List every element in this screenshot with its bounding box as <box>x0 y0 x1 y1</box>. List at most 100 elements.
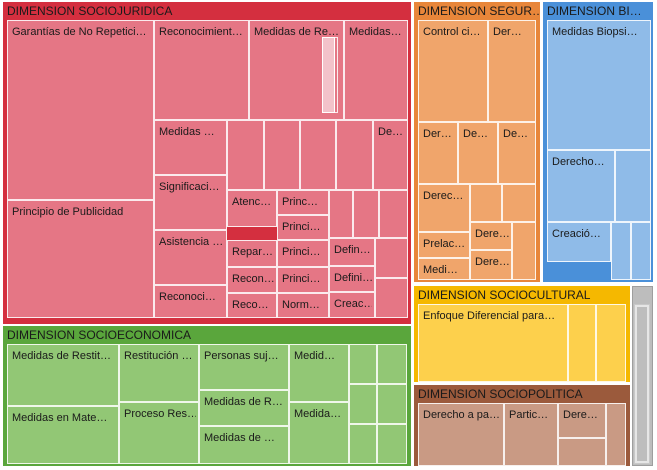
treemap-leaf[interactable]: Asistencia … <box>154 230 227 285</box>
treemap-leaf[interactable] <box>470 184 502 222</box>
treemap-leaf[interactable] <box>615 150 651 222</box>
treemap-leaf[interactable]: Der… <box>418 122 458 184</box>
treemap-leaf[interactable]: De… <box>373 120 408 190</box>
treemap-leaf[interactable]: Derecho… <box>547 150 615 222</box>
treemap-leaf[interactable] <box>353 190 379 238</box>
treemap-group[interactable]: DIMENSION BI… Medidas Biopsi… Derecho… Crea… <box>543 2 653 282</box>
treemap-leaf-label: Defini… <box>334 272 372 284</box>
treemap-group-title: DIMENSION BI… <box>547 4 642 18</box>
treemap-leaf[interactable] <box>377 344 407 384</box>
treemap-leaf[interactable]: Prelac… <box>418 232 470 258</box>
treemap-leaf-label: Princi… <box>282 246 321 258</box>
treemap-leaf[interactable]: Derec… <box>418 184 470 232</box>
treemap-leaf[interactable]: Medidas … <box>154 120 227 175</box>
treemap-leaf[interactable]: Medidas en Mate… <box>7 406 119 464</box>
treemap-leaf[interactable]: De… <box>458 122 498 184</box>
treemap-leaf[interactable]: Personas suj… <box>199 344 289 390</box>
treemap-leaf[interactable] <box>329 190 353 238</box>
treemap-leaf[interactable] <box>375 278 408 318</box>
treemap-leaf[interactable] <box>631 222 651 280</box>
treemap-leaf-label: Creació… <box>552 228 601 240</box>
treemap-leaf-label: Atenc… <box>232 196 272 208</box>
treemap-leaf[interactable]: Repar… <box>227 240 277 267</box>
treemap-leaf[interactable]: Partic… <box>504 403 558 466</box>
treemap-leaf[interactable] <box>379 190 408 238</box>
treemap-leaf[interactable]: Recon… <box>227 267 277 293</box>
treemap-leaf[interactable]: Creac… <box>329 292 375 318</box>
treemap-leaf[interactable]: Reco… <box>227 293 277 318</box>
treemap-leaf[interactable] <box>336 120 373 190</box>
treemap-leaf[interactable]: Restitución … <box>119 344 199 402</box>
treemap-leaf[interactable]: Proceso Res… <box>119 402 199 464</box>
treemap-leaf-label: Principio de Publicidad <box>12 206 124 218</box>
treemap-leaf[interactable]: Creació… <box>547 222 611 262</box>
treemap-leaf-label: Medida… <box>294 408 342 420</box>
treemap-leaf[interactable]: Princi… <box>277 267 329 293</box>
treemap-leaf-label: Creac… <box>334 298 372 310</box>
treemap-leaf[interactable] <box>377 424 407 464</box>
treemap-leaf[interactable] <box>611 222 631 280</box>
treemap-leaf[interactable]: Dere… <box>558 403 606 438</box>
treemap-leaf[interactable]: Medidas de … <box>199 426 289 464</box>
treemap-leaf[interactable]: Derecho a pa… <box>418 403 504 466</box>
treemap-leaf[interactable]: Medida… <box>289 402 349 464</box>
scrollbar[interactable] <box>634 304 650 464</box>
treemap-leaf-highlight[interactable] <box>322 37 335 113</box>
treemap-leaf[interactable]: Defini… <box>329 266 375 292</box>
treemap-leaf[interactable]: Principio de Publicidad <box>7 200 154 318</box>
treemap-leaf[interactable]: Medi… <box>418 258 470 280</box>
treemap-leaf[interactable]: De… <box>498 122 536 184</box>
treemap-leaf[interactable]: Der… <box>488 20 536 122</box>
treemap-leaf-label: Derecho… <box>552 156 605 168</box>
treemap-group[interactable]: DIMENSION SOCIOECONOMICA Medidas de Resti… <box>3 326 411 466</box>
treemap-leaf[interactable]: Significaci… <box>154 175 227 230</box>
treemap-leaf[interactable] <box>349 384 377 424</box>
treemap-leaf-label: De… <box>378 126 404 138</box>
treemap-leaf[interactable]: Medid… <box>289 344 349 402</box>
treemap-leaf-label: Medidas de R… <box>204 396 283 408</box>
treemap-leaf[interactable] <box>264 120 300 190</box>
treemap-leaf-label: De… <box>463 128 489 140</box>
treemap-leaf[interactable] <box>227 120 264 190</box>
treemap-leaf[interactable]: Reconocimient… <box>154 20 249 120</box>
treemap-leaf[interactable] <box>377 384 407 424</box>
treemap-leaf[interactable] <box>596 304 626 382</box>
treemap-leaf[interactable]: Medidas de R… <box>199 390 289 426</box>
treemap-leaf[interactable]: Princi… <box>277 215 329 240</box>
treemap-group[interactable]: DIMENSION SOCIOPOLITICA Derecho a pa… Part… <box>414 385 630 466</box>
treemap-leaf[interactable]: Medidas de Restit… <box>7 344 119 406</box>
treemap-group[interactable]: DIMENSION SOCIOCULTURAL Enfoque Diferenci… <box>414 286 630 382</box>
treemap-leaf[interactable]: Defin… <box>329 238 375 266</box>
treemap-leaf[interactable]: Atenc… <box>227 190 277 227</box>
treemap-leaf[interactable]: Medidas Biopsi… <box>547 20 651 150</box>
treemap-group-title: DIMENSION SEGUR… <box>418 4 540 18</box>
treemap-leaf[interactable] <box>512 222 536 280</box>
treemap-group[interactable]: DIMENSION SOCIOJURIDICA Garantías de No R… <box>3 2 411 324</box>
treemap-leaf[interactable]: Princ… <box>277 190 329 215</box>
treemap-group[interactable]: DIMENSION SEGUR… Control ci… Der… Der… De… De… <box>414 2 540 282</box>
treemap-leaf[interactable]: Control ci… <box>418 20 488 122</box>
treemap-leaf[interactable] <box>300 120 336 190</box>
treemap-leaf-label: Der… <box>493 26 522 38</box>
treemap-leaf[interactable]: Medidas… <box>344 20 408 120</box>
treemap-leaf[interactable] <box>349 424 377 464</box>
treemap-leaf-label: Medid… <box>294 350 335 362</box>
treemap-leaf[interactable]: Enfoque Diferencial para… <box>418 304 568 382</box>
scrollbar-thumb[interactable] <box>637 307 647 461</box>
treemap-leaf[interactable]: Dere… <box>470 250 512 280</box>
treemap-leaf[interactable] <box>558 438 606 466</box>
treemap-leaf[interactable]: Reconoci… <box>154 285 227 318</box>
treemap-leaf[interactable]: Norm… <box>277 293 329 318</box>
treemap-leaf-label: Princ… <box>282 196 319 208</box>
treemap-leaf-label: Control ci… <box>423 26 481 38</box>
treemap-leaf[interactable]: Dere… <box>470 222 512 250</box>
treemap-leaf[interactable] <box>606 403 626 466</box>
treemap-leaf-label: Derec… <box>423 190 464 202</box>
treemap-leaf-label: Princi… <box>282 221 321 233</box>
treemap-leaf[interactable] <box>349 344 377 384</box>
treemap-leaf[interactable]: Garantías de No Repetici… <box>7 20 154 200</box>
treemap-leaf[interactable] <box>375 238 408 278</box>
treemap-leaf[interactable] <box>502 184 536 222</box>
treemap-leaf[interactable]: Princi… <box>277 240 329 267</box>
treemap-leaf[interactable] <box>568 304 596 382</box>
